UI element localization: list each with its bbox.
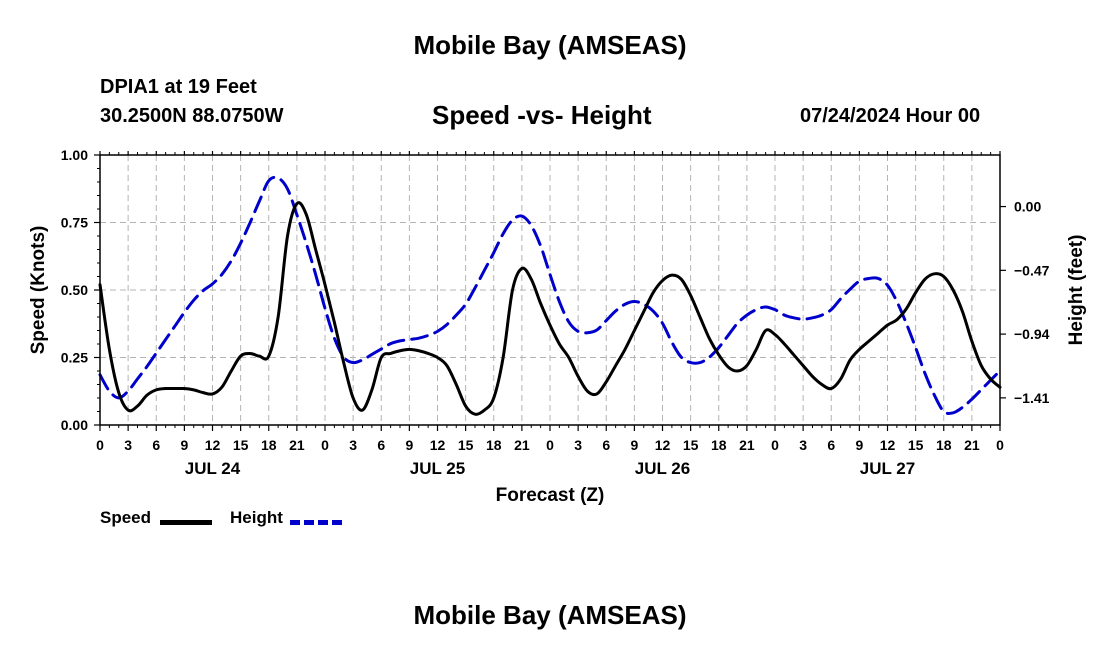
x-tick-label: 21 [514,437,530,453]
x-axis-label: Forecast (Z) [496,485,605,506]
x-tick-label: 18 [936,437,952,453]
day-label: JUL 26 [635,459,690,478]
y-tick-label: 0.00 [61,417,88,433]
x-tick-label: 0 [996,437,1004,453]
legend-height-swatch [290,520,342,525]
y2-tick-label: −1.41 [1014,390,1050,406]
speed-series-line [98,201,1002,416]
x-tick-label: 9 [180,437,188,453]
x-tick-label: 6 [377,437,385,453]
x-tick-label: 9 [630,437,638,453]
station-name: DPIA1 at 19 Feet [100,76,257,98]
x-tick-label: 12 [205,437,221,453]
x-tick-label: 3 [349,437,357,453]
x-tick-label: 0 [771,437,779,453]
x-tick-label: 15 [233,437,249,453]
chart-main-title: Mobile Bay (AMSEAS) [413,30,687,60]
chart-subtitle: Speed -vs- Height [432,100,652,130]
day-label: JUL 24 [185,459,241,478]
y-tick-label: 0.75 [61,215,88,231]
legend-speed-label: Speed [100,508,152,527]
x-tick-label: 18 [261,437,277,453]
x-tick-label: 0 [321,437,329,453]
x-tick-label: 15 [908,437,924,453]
legend-height-label: Height [230,508,283,527]
x-tick-label: 9 [405,437,413,453]
x-tick-label: 6 [602,437,610,453]
x-tick-label: 3 [799,437,807,453]
forecast-run-time: 07/24/2024 Hour 00 [800,105,981,127]
x-tick-label: 0 [96,437,104,453]
y2-axis-label: Height (feet) [1066,235,1087,346]
x-tick-label: 15 [458,437,474,453]
y-axis-label: Speed (Knots) [28,226,49,355]
x-tick-label: 3 [574,437,582,453]
x-tick-label: 6 [827,437,835,453]
y-tick-label: 0.50 [61,282,88,298]
day-label: JUL 27 [860,459,915,478]
y2-tick-label: −0.94 [1014,326,1050,342]
x-tick-label: 21 [964,437,980,453]
x-tick-label: 12 [430,437,446,453]
y2-tick-label: −0.47 [1014,262,1050,278]
day-label: JUL 25 [410,459,465,478]
x-tick-label: 6 [152,437,160,453]
y-tick-label: 1.00 [61,147,88,163]
x-tick-label: 9 [855,437,863,453]
y2-tick-label: 0.00 [1014,199,1041,215]
x-tick-label: 18 [486,437,502,453]
x-tick-label: 18 [711,437,727,453]
legend-speed-swatch [160,520,212,525]
x-tick-label: 3 [124,437,132,453]
station-coordinates: 30.2500N 88.0750W [100,105,284,127]
y-tick-label: 0.25 [61,350,88,366]
x-tick-label: 12 [655,437,671,453]
x-tick-label: 21 [739,437,755,453]
x-tick-label: 21 [289,437,305,453]
x-tick-label: 12 [880,437,896,453]
x-tick-label: 0 [546,437,554,453]
x-tick-label: 15 [683,437,699,453]
height-series-line [98,175,1002,415]
bottom-title: Mobile Bay (AMSEAS) [413,600,687,630]
